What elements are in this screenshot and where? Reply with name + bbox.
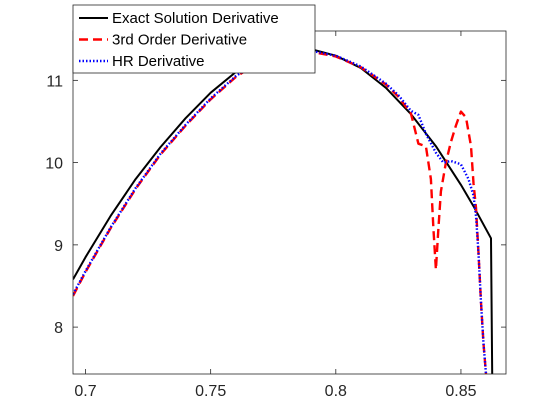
legend: Exact Solution Derivative 3rd Order Deriv… — [72, 4, 316, 74]
y-tick-label: 11 — [46, 73, 63, 90]
legend-label-2: 3rd Order Derivative — [112, 32, 247, 49]
y-tick-label: 9 — [54, 238, 63, 255]
legend-label-1: Exact Solution Derivative — [112, 10, 279, 27]
x-tick-label: 0.8 — [325, 383, 347, 400]
y-tick-label: 8 — [54, 320, 63, 337]
x-tick-label: 0.7 — [74, 383, 96, 400]
x-tick-label: 0.75 — [195, 383, 226, 400]
ticks-layer: 0.7 0.75 0.8 0.85 8 9 10 11 — [45, 31, 506, 400]
x-tick-label: 0.85 — [445, 383, 476, 400]
plot-area — [73, 31, 506, 374]
legend-label-3: HR Derivative — [112, 53, 205, 70]
legend-box — [72, 4, 316, 74]
series-line-3 — [73, 49, 488, 374]
y-tick-label: 10 — [45, 156, 63, 173]
